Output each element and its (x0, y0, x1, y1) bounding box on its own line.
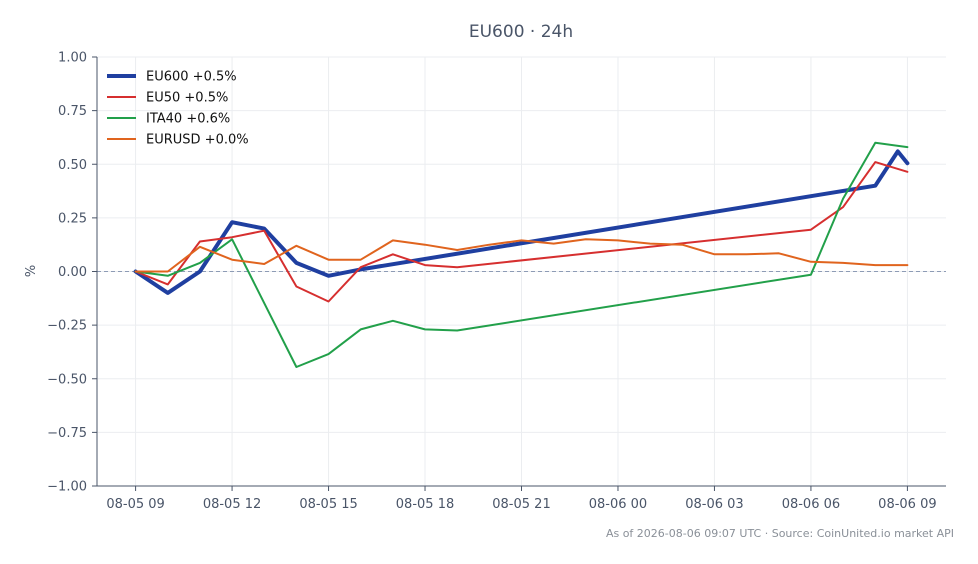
x-tick-label: 08-05 12 (203, 497, 261, 512)
x-tick-label: 08-06 09 (878, 497, 936, 512)
legend-label: ITA40 +0.6% (146, 112, 230, 127)
series-line (134, 141, 909, 368)
x-tick-label: 08-05 09 (106, 497, 164, 512)
series-line (133, 149, 910, 295)
y-axis-label: % (24, 265, 39, 277)
y-tick-label: −0.50 (47, 372, 87, 387)
x-tick-label: 08-06 06 (782, 497, 840, 512)
y-tick-label: −1.00 (47, 480, 87, 495)
footer-note: As of 2026-08-06 09:07 UTC · Source: Coi… (606, 527, 954, 540)
y-tick-label: 0.50 (58, 158, 87, 173)
y-tick-label: 0.75 (58, 104, 87, 119)
series-line (134, 161, 909, 303)
x-tick-label: 08-06 03 (685, 497, 743, 512)
y-tick-label: 0.00 (58, 265, 87, 280)
grid (97, 56, 946, 487)
y-tick-label: 0.25 (58, 211, 87, 226)
legend-label: EU600 +0.5% (146, 70, 237, 85)
series-line (134, 238, 909, 273)
legend-label: EURUSD +0.0% (146, 133, 249, 148)
series-lines (133, 141, 910, 368)
x-tick-label: 08-05 18 (396, 497, 454, 512)
legend-label: EU50 +0.5% (146, 91, 228, 106)
x-tick-label: 08-05 21 (492, 497, 550, 512)
y-tick-label: −0.75 (47, 426, 87, 441)
tick-labels: 1.00 0.75 0.50 0.25 0.00 −0.25 −0.50 −0.75 −1.00… (47, 51, 936, 513)
y-tick-label: −0.25 (47, 319, 87, 334)
x-tick-label: 08-05 15 (299, 497, 357, 512)
legend: EU600 +0.5% EU50 +0.5% ITA40 +0.6% EURUSD +… (107, 70, 249, 148)
chart-title: EU600 · 24h (469, 22, 573, 42)
x-tick-label: 08-06 00 (589, 497, 647, 512)
y-tick-label: 1.00 (58, 51, 87, 66)
